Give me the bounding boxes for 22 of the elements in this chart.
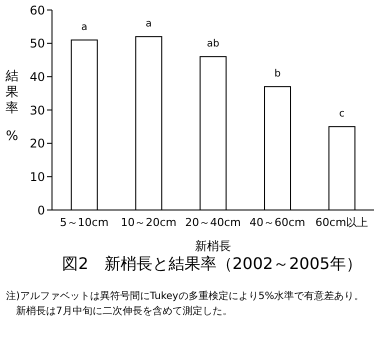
y-tick-label: 60	[30, 3, 45, 18]
x-tick-label: 5～10cm	[60, 216, 109, 229]
y-tick-label: 40	[30, 70, 45, 84]
x-axis-title: 新梢長	[195, 239, 231, 253]
y-tick-label: 50	[30, 36, 45, 51]
data-label: a	[146, 18, 152, 30]
x-tick-label: 40～60cm	[250, 216, 306, 229]
x-tick-label: 20～40cm	[185, 216, 241, 229]
y-tick-label: 0	[37, 203, 45, 218]
data-label: ab	[206, 38, 220, 50]
x-tick-label: 60cm以上	[315, 216, 368, 229]
text: 注)アルファベットは異符号間にTukeyの多重検定により5%水準で有意差あり。	[6, 290, 366, 304]
x-tick-label: 10～20cm	[120, 216, 176, 229]
text: 新梢長は7月中旬に二次伸長を含めて測定した。	[15, 304, 234, 319]
data-label: c	[339, 108, 345, 120]
data-label: b	[274, 68, 281, 80]
y-tick-label: 30	[30, 103, 45, 118]
y-axis-title: 結果率%	[4, 69, 18, 144]
text: 図2 新梢長と結果率（2002～2005年）	[61, 254, 363, 275]
data-label: a	[81, 22, 88, 33]
y-tick-label: 20	[30, 136, 45, 151]
y-tick-label: 10	[30, 170, 45, 184]
